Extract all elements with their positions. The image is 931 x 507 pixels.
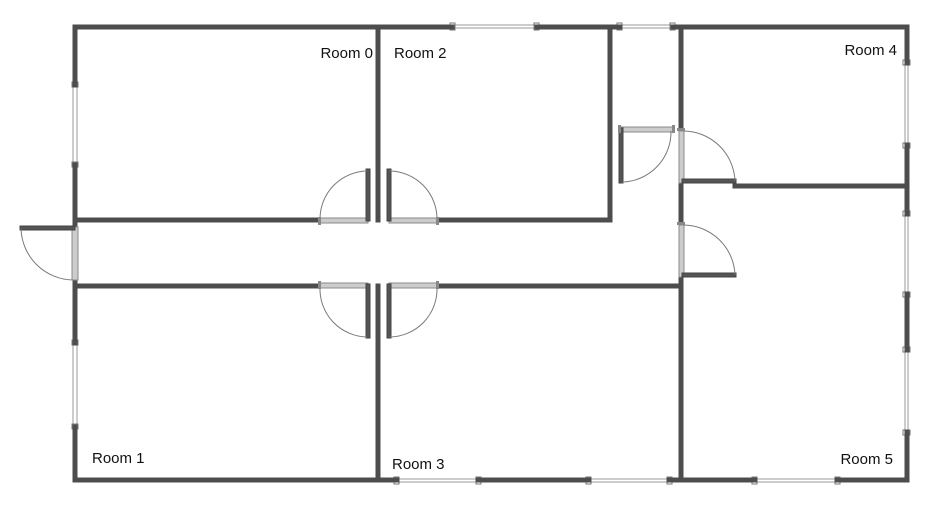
door-corridor-closet[interactable] [618,125,675,184]
room-labels: Room 0 Room 1 Room 2 Room 3 Room 4 Room … [92,42,897,473]
window-left-room0 [71,81,79,168]
window-top-corridor [616,22,676,31]
window-bottom-room3-left [393,476,482,485]
windows [71,22,911,485]
room-4-label: Room 4 [844,42,897,59]
door-entrance[interactable] [19,225,79,281]
window-right-room5-upper [902,210,911,298]
room-5-label: Room 5 [840,451,893,468]
window-right-room4 [902,59,911,149]
window-bottom-room3-right [585,476,673,485]
window-left-room1 [71,339,79,430]
window-bottom-room5 [751,476,841,485]
door-room0[interactable] [318,168,371,225]
window-right-room5-lower [902,346,911,436]
room-2-label: Room 2 [394,45,447,62]
door-room5[interactable] [677,222,737,278]
window-top-room2 [449,22,540,31]
walls [72,24,910,483]
door-room2[interactable] [386,168,439,225]
door-room1[interactable] [318,281,371,339]
door-room3[interactable] [386,281,439,339]
doors [19,125,737,339]
room-0-label: Room 0 [320,45,373,62]
room-1-label: Room 1 [92,450,145,467]
room-3-label: Room 3 [392,456,445,473]
door-room4[interactable] [677,128,737,184]
